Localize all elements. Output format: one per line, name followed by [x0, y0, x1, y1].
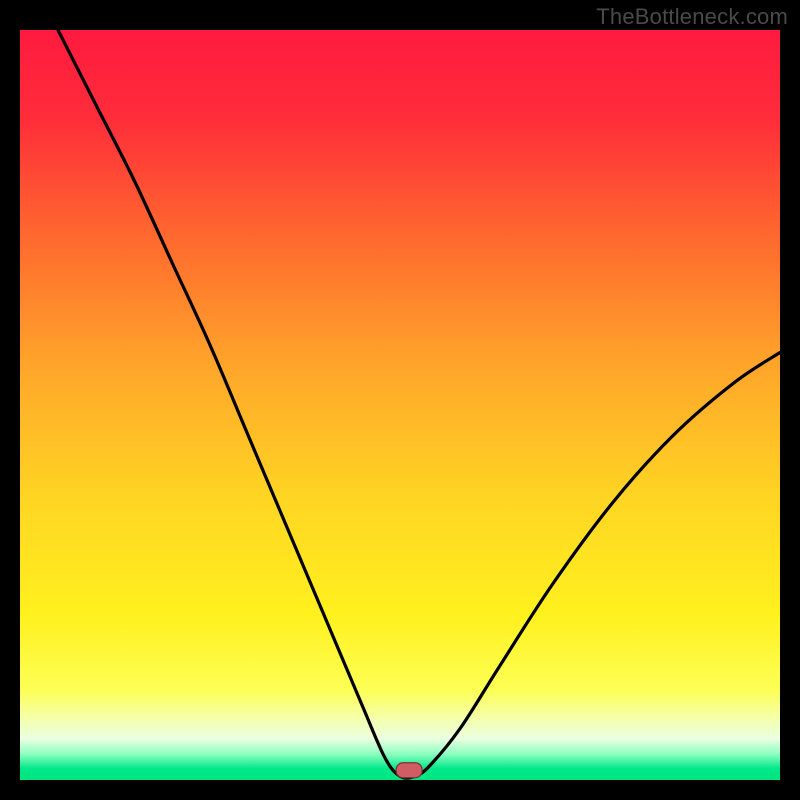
watermark-text: TheBottleneck.com: [596, 4, 788, 30]
bottleneck-marker: [396, 763, 422, 778]
gradient-background: [20, 30, 780, 780]
chart-stage: TheBottleneck.com: [0, 0, 800, 800]
bottleneck-chart: [0, 0, 800, 800]
